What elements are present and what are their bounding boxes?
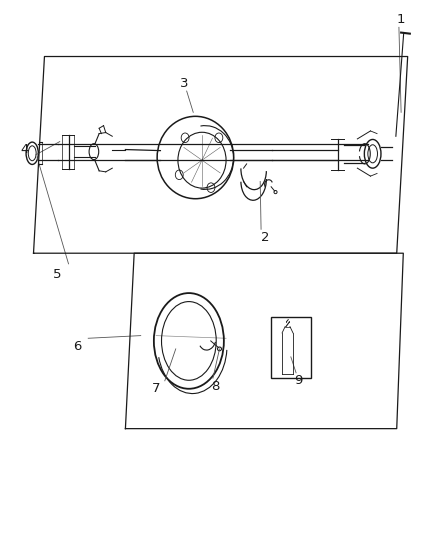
Text: 8: 8 (210, 379, 219, 393)
Text: 3: 3 (180, 77, 188, 90)
Text: 1: 1 (396, 13, 404, 26)
Text: 5: 5 (53, 268, 62, 281)
Text: 9: 9 (293, 374, 302, 387)
Text: 4: 4 (21, 143, 29, 156)
Text: 2: 2 (261, 231, 269, 244)
Text: 6: 6 (73, 340, 81, 353)
Bar (271, 317, 310, 378)
Text: 7: 7 (152, 382, 160, 395)
